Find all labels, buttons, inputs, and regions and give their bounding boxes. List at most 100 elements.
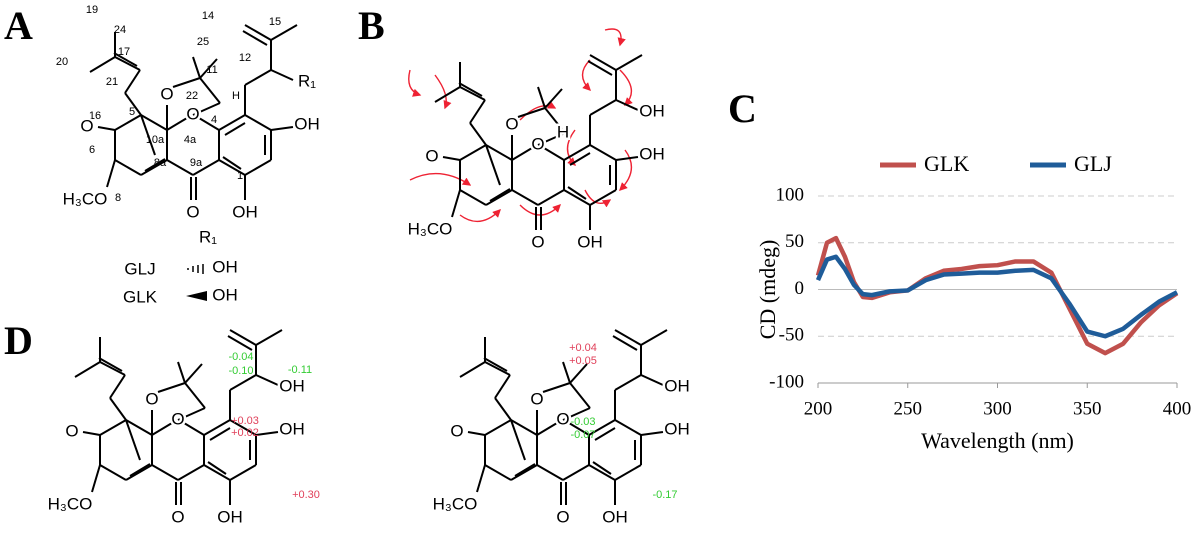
- bond: [255, 329, 283, 346]
- y-axis-label: CD (mdeg): [755, 240, 780, 340]
- atom-label: H₃CO: [63, 189, 108, 208]
- atom-label: O: [556, 409, 569, 428]
- atom-label: O: [530, 389, 543, 408]
- x-tick-label: 350: [1073, 398, 1102, 419]
- bond: [615, 54, 643, 71]
- atom-number: 17: [118, 46, 130, 58]
- r1-name: GLJ: [124, 259, 155, 278]
- bond: [543, 147, 565, 161]
- bond: [563, 189, 591, 206]
- bond: [485, 189, 513, 206]
- panel-label: C: [728, 86, 757, 131]
- bond: [568, 422, 590, 436]
- atom-label: O: [531, 232, 544, 251]
- atom-number: 8: [115, 192, 121, 204]
- bond: [140, 114, 156, 156]
- bond: [494, 397, 512, 421]
- bond: [198, 117, 220, 131]
- bond: [140, 114, 168, 131]
- data-line: [815, 254, 1179, 339]
- panel-label: D: [4, 318, 33, 363]
- shift-delta: -0.07: [570, 429, 595, 441]
- bond: [144, 158, 166, 172]
- bond: [484, 464, 512, 481]
- bond: [536, 464, 564, 481]
- bond: [172, 77, 201, 88]
- atom-number: 24: [114, 24, 126, 36]
- bond: [192, 102, 221, 116]
- atom-label: H₃CO: [48, 494, 93, 513]
- atom-label: O: [186, 104, 199, 123]
- x-tick-label: 250: [894, 398, 923, 419]
- atom-label: OH: [294, 114, 320, 133]
- bond: [511, 189, 539, 206]
- bond: [227, 335, 253, 351]
- bond: [125, 419, 153, 436]
- bond: [588, 464, 616, 481]
- atom-number: 6: [89, 144, 95, 156]
- bond: [489, 188, 511, 202]
- bond: [99, 361, 126, 376]
- bond: [459, 361, 486, 378]
- bond: [469, 122, 487, 146]
- bond: [484, 419, 512, 436]
- bond: [114, 114, 142, 131]
- bond: [74, 361, 101, 378]
- bond: [434, 86, 461, 103]
- bond: [229, 464, 257, 481]
- atom-label: O: [531, 134, 544, 153]
- bond: [562, 361, 571, 384]
- shift-delta: -0.03: [570, 416, 595, 428]
- shift-delta: -0.17: [652, 489, 677, 501]
- bond: [510, 419, 538, 436]
- atom-label: O: [171, 507, 184, 526]
- bond: [109, 397, 127, 421]
- wedge-bond: [186, 291, 207, 301]
- atom-label: OH: [639, 144, 665, 163]
- atom-label: H: [557, 122, 569, 141]
- atom-label: OH: [664, 419, 690, 438]
- atom-number: 4a: [184, 134, 197, 146]
- bond: [485, 144, 501, 186]
- bond: [485, 144, 513, 161]
- bond: [218, 114, 246, 131]
- bond: [569, 152, 591, 166]
- bond: [442, 156, 461, 161]
- x-axis-label: Wavelength (nm): [921, 428, 1074, 453]
- bond: [98, 357, 123, 372]
- shift-delta: -0.10: [228, 365, 253, 377]
- atom-number: 11: [206, 64, 217, 76]
- bond: [192, 56, 201, 79]
- atom-number: 1: [237, 170, 243, 182]
- shift-delta: +0.30: [292, 489, 320, 501]
- atom-number: H: [232, 90, 240, 102]
- atom-number: 19: [86, 4, 98, 16]
- bond: [612, 335, 638, 351]
- bond: [114, 159, 142, 176]
- bond: [177, 407, 206, 421]
- bond: [589, 189, 617, 206]
- x-tick-label: 300: [983, 398, 1012, 419]
- r1-header: R₁: [199, 227, 217, 246]
- atom-label: O: [186, 202, 199, 221]
- bond: [517, 107, 546, 118]
- bond: [151, 422, 173, 436]
- bond: [537, 189, 565, 206]
- shift-delta: -0.04: [228, 351, 253, 363]
- bond: [537, 86, 546, 109]
- bond: [510, 464, 538, 481]
- bond: [125, 464, 153, 481]
- bond: [511, 147, 533, 161]
- y-tick-label: 50: [785, 231, 804, 252]
- bond: [203, 464, 231, 481]
- bond: [562, 464, 590, 481]
- atom-label: O: [145, 389, 158, 408]
- atom-number: 4: [211, 114, 217, 126]
- bond: [542, 382, 571, 393]
- bond: [192, 159, 220, 176]
- bond: [589, 144, 617, 161]
- atom-label: O: [80, 116, 93, 135]
- bond: [229, 419, 257, 436]
